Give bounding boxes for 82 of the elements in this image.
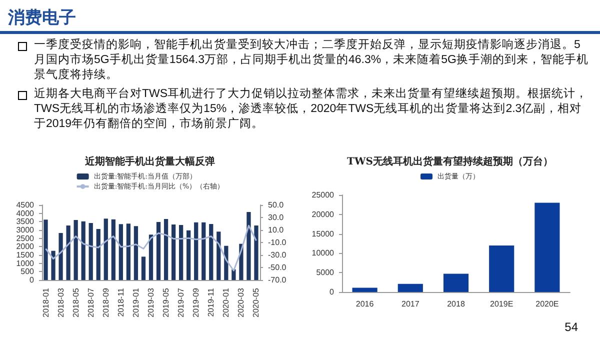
x-tick-label: 2019-03: [146, 287, 156, 318]
bar: [148, 234, 154, 280]
bar: [246, 212, 251, 280]
y2-tick-label: 50.0: [268, 200, 284, 210]
bar: [156, 222, 161, 280]
bar: [352, 288, 378, 292]
x-tick-label: 2019-05: [162, 287, 171, 318]
bar: [126, 224, 131, 280]
y-tick-label: 3000: [16, 226, 35, 234]
bar: [118, 224, 123, 280]
y-tick-label: 25000: [312, 190, 335, 200]
x-tick-label: 2020-01: [222, 287, 231, 318]
x-tick-label: 2018: [447, 300, 466, 308]
x-tick-label: 2017: [402, 300, 420, 308]
x-tick-label: 2018-01: [41, 287, 50, 318]
x-tick-label: 2018-03: [56, 287, 66, 318]
y-tick-label: 15000: [312, 229, 335, 238]
x-tick-label: 2019-09: [192, 287, 201, 318]
x-tick-label: 2020-03: [236, 287, 246, 318]
bar: [179, 225, 184, 280]
y-tick-label: 2000: [16, 242, 35, 252]
bar: [254, 226, 258, 280]
y-tick-label: 4000: [16, 208, 35, 218]
y2-tick-label: -10.0: [268, 238, 287, 247]
x-tick-label: 2020-05: [252, 287, 261, 318]
bar: [74, 220, 78, 280]
bar: [398, 284, 423, 292]
y2-tick-label: 30.0: [268, 213, 284, 222]
bar: [209, 224, 214, 280]
bar: [81, 221, 86, 280]
y-tick-label: 5000: [316, 268, 335, 278]
x-tick-label: 2019E: [490, 300, 514, 308]
y-tick-label: 2500: [16, 234, 35, 243]
bar: [202, 222, 206, 280]
chart-title: 近期智能手机出货量大幅反弹: [84, 156, 215, 168]
text: 54: [564, 320, 578, 334]
y-tick-label: 3500: [16, 217, 35, 226]
bar: [88, 223, 93, 280]
text: 近期各大电商平台对TWS耳机进行了大力促销以拉动整体需求，未来出货量有望继续超预期。根据统计，TWS无线耳机的市场渗透率仅为15%，渗透率较低，2020年TWS无线耳机的出货量将达到2.3亿副，相对于2019年仍有翻倍的空间，市场前景广阔。: [34, 87, 589, 132]
bar: [111, 219, 116, 280]
bar: [534, 202, 560, 292]
x-tick-label: 2018-05: [71, 287, 80, 318]
x-tick-label: 2019-11: [206, 287, 216, 317]
bar: [194, 222, 198, 280]
bar: [134, 226, 138, 280]
bar: [489, 245, 514, 292]
x-tick-label: 2016: [356, 300, 374, 308]
bar: [96, 229, 100, 280]
x-tick-label: 2019-01: [131, 287, 140, 318]
y2-tick-label: 10.0: [268, 226, 284, 234]
y2-tick-label: -30.0: [268, 250, 287, 260]
text: 一季度受疫情的影响，智能手机出货量受到较大冲击；二季度开始反弹，显示短期疫情影响逐步消退。5月国内市场5G手机出货量1564.3万部，占同期手机出货量的46.3%，未来随着5G换手潮的到来，智能手机景气度将持续。: [34, 38, 590, 83]
bar: [171, 224, 176, 280]
y-tick-label: 20000: [312, 210, 335, 219]
bar: [44, 220, 48, 280]
y-tick-label: 4500: [16, 200, 35, 210]
bar: [164, 219, 168, 280]
y2-tick-label: -70.0: [268, 276, 287, 284]
chart-title: TWS无线耳机出货量有望持续超预期（万台）: [347, 156, 553, 168]
x-tick-label: 2019-07: [176, 287, 186, 318]
y-tick-label: 10000: [312, 248, 335, 258]
x-tick-label: 2020E: [536, 300, 559, 308]
y-tick-label: 0: [30, 276, 35, 284]
y-tick-label: 500: [20, 267, 35, 276]
x-tick-label: 2018-11: [116, 287, 126, 317]
text: 消费电子: [8, 7, 76, 29]
x-tick-label: 2018-07: [86, 287, 96, 318]
line-series: [45, 224, 257, 272]
y2-tick-label: -50.0: [268, 263, 287, 272]
bar: [66, 226, 70, 280]
bar: [232, 269, 236, 280]
x-tick-label: 2018-09: [101, 287, 110, 318]
bar: [58, 233, 63, 280]
bar: [443, 274, 469, 292]
y-tick-label: 0: [330, 288, 335, 296]
bar: [216, 232, 221, 280]
bar: [51, 250, 56, 280]
y-tick-label: 1500: [16, 250, 35, 260]
bar: [104, 218, 108, 280]
bar: [186, 230, 191, 280]
bar: [141, 256, 146, 280]
y-tick-label: 1000: [16, 258, 35, 268]
